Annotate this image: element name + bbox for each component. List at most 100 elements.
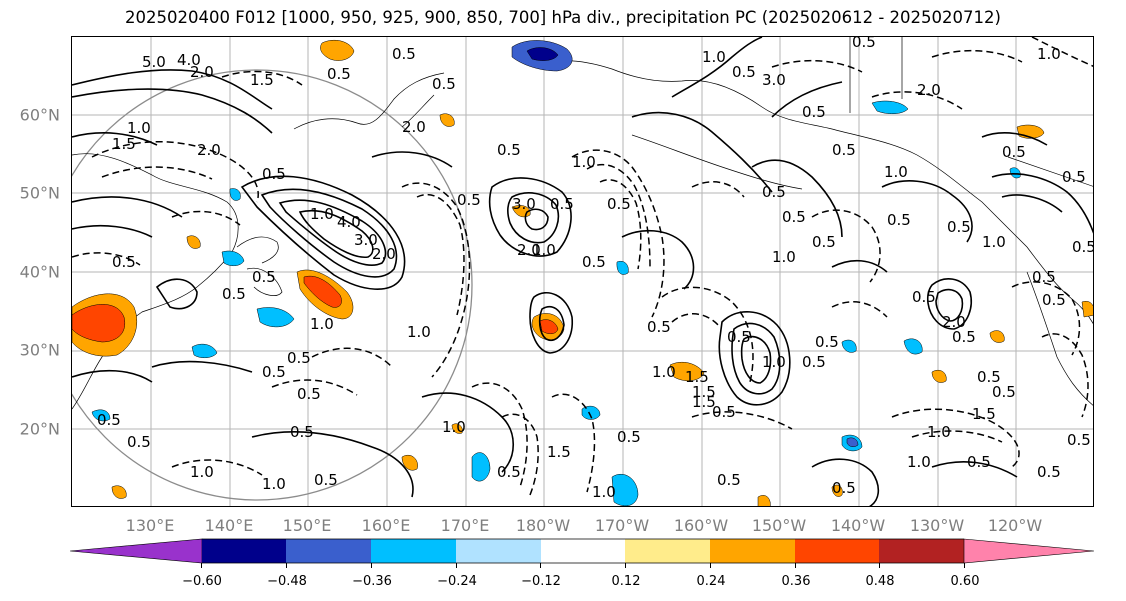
- contour-label: 1.0: [310, 315, 334, 333]
- colorbar-tick: 0.36: [781, 574, 811, 589]
- contour-label: 2.0: [917, 81, 941, 99]
- contour-label: 0.5: [392, 45, 416, 63]
- lon-label: 120°W: [987, 516, 1043, 535]
- colorbar-swatches: [69, 538, 1095, 564]
- dashed-contours: [72, 37, 1093, 496]
- contour-label: 0.5: [887, 211, 911, 229]
- contour-label: 0.5: [327, 65, 351, 83]
- contour-label: 0.5: [832, 141, 856, 159]
- contour-label: 1.0: [572, 153, 596, 171]
- contour-label: 0.5: [262, 165, 286, 183]
- map-canvas: 5.0 4.0 2.0 1.5 1.0 1.5 2.0 0.5 0.5 0.5 …: [72, 37, 1093, 506]
- contour-label: 0.5: [802, 353, 826, 371]
- contour-label: 1.0: [190, 463, 214, 481]
- contour-label: 0.5: [1032, 268, 1056, 286]
- contour-label: 1.0: [407, 323, 431, 341]
- lon-label: 130°W: [909, 516, 965, 535]
- contour-label: 0.5: [647, 318, 671, 336]
- colorbar-tick: −0.60: [182, 574, 222, 589]
- lat-label: 20°N: [19, 419, 60, 439]
- colorbar-tick: −0.12: [521, 574, 561, 589]
- contour-label: 2.0: [402, 118, 426, 136]
- contour-label: 2.0: [372, 245, 396, 263]
- colorbar-swatch: [710, 539, 795, 563]
- contour-label: 0.5: [97, 411, 121, 429]
- contour-label: 0.5: [497, 463, 521, 481]
- contour-label: 1.0: [762, 353, 786, 371]
- contour-label: 0.5: [852, 37, 876, 51]
- colorbar-swatch: [202, 539, 286, 563]
- contour-label: 0.5: [727, 328, 751, 346]
- contour-label: 0.5: [912, 288, 936, 306]
- contour-label: 1.0: [652, 363, 676, 381]
- contour-label: 0.5: [287, 349, 311, 367]
- contour-label: 0.5: [262, 363, 286, 381]
- coastlines: [72, 37, 1093, 410]
- colorbar-swatch: [69, 538, 203, 564]
- contour-label: 0.5: [992, 383, 1016, 401]
- contour-label: 1.0: [927, 423, 951, 441]
- contour-label: 0.5: [1062, 168, 1086, 186]
- contour-label: 0.5: [432, 75, 456, 93]
- contour-label: 0.5: [112, 253, 136, 271]
- contour-label: 3.0: [512, 195, 536, 213]
- colorbar-tick: 0.12: [611, 574, 641, 589]
- lon-label: 160°E: [361, 516, 411, 535]
- lat-label: 60°N: [19, 105, 60, 125]
- contour-label: 1.5: [547, 443, 571, 461]
- contour-label: 0.5: [497, 141, 521, 159]
- lon-label: 160°W: [673, 516, 729, 535]
- contour-label: 1.0: [442, 418, 466, 436]
- colorbar-tick: 0.60: [950, 574, 980, 589]
- contour-label: 0.5: [812, 233, 836, 251]
- contour-label: 0.5: [252, 268, 276, 286]
- lon-label: 130°E: [125, 516, 175, 535]
- colorbar-swatch: [541, 539, 625, 563]
- contour-label: 0.5: [1002, 143, 1026, 161]
- colorbar-swatch: [795, 539, 879, 563]
- contour-label: 0.5: [1067, 431, 1091, 449]
- contour-label: 4.0: [337, 213, 361, 231]
- contour-label: 1.0: [1037, 45, 1061, 63]
- colorbar-tick: −0.24: [437, 574, 477, 589]
- lon-label: 180°W: [515, 516, 571, 535]
- lat-label: 50°N: [19, 183, 60, 203]
- contour-label: 0.5: [977, 368, 1001, 386]
- colorbar-swatch: [456, 539, 541, 563]
- colorbar-swatch: [963, 538, 1095, 564]
- contour-label: 0.5: [967, 453, 991, 471]
- colorbar-tick: 0.24: [696, 574, 726, 589]
- solid-contours: [72, 37, 1093, 506]
- colorbar: [69, 538, 1095, 564]
- contour-label: 1.5: [250, 71, 274, 89]
- contour-label: 0.5: [782, 208, 806, 226]
- contour-label: 0.5: [127, 433, 151, 451]
- contour-label: 0.5: [712, 403, 736, 421]
- colorbar-swatch: [371, 539, 456, 563]
- contour-labels: 5.0 4.0 2.0 1.5 1.0 1.5 2.0 0.5 0.5 0.5 …: [97, 37, 1093, 501]
- lon-label: 140°W: [830, 516, 886, 535]
- colorbar-tick: −0.36: [352, 574, 392, 589]
- lon-label: 150°E: [282, 516, 332, 535]
- contour-label: 0.5: [1042, 291, 1066, 309]
- contour-label: 0.5: [457, 191, 481, 209]
- contour-label: 1.0: [907, 453, 931, 471]
- contour-label: 0.5: [314, 471, 338, 489]
- map-panel: 5.0 4.0 2.0 1.5 1.0 1.5 2.0 0.5 0.5 0.5 …: [71, 36, 1094, 507]
- contour-label: 1.5: [112, 135, 136, 153]
- contour-label: 0.5: [732, 63, 756, 81]
- contour-label: 2.0: [197, 141, 221, 159]
- contour-label: 0.5: [607, 195, 631, 213]
- colorbar-swatch: [879, 539, 964, 563]
- contour-label: 0.5: [222, 285, 246, 303]
- contour-label: 3.0: [762, 71, 786, 89]
- contour-label: 1.0: [982, 233, 1006, 251]
- region-circle: [72, 69, 473, 501]
- contour-label: 1.0: [702, 48, 726, 66]
- lat-label: 30°N: [19, 340, 60, 360]
- colorbar-tick: 0.48: [865, 574, 895, 589]
- contour-label: 0.5: [717, 471, 741, 489]
- lat-label: 40°N: [19, 262, 60, 282]
- contour-label: 1.5: [692, 393, 716, 411]
- contour-label: 0.5: [762, 183, 786, 201]
